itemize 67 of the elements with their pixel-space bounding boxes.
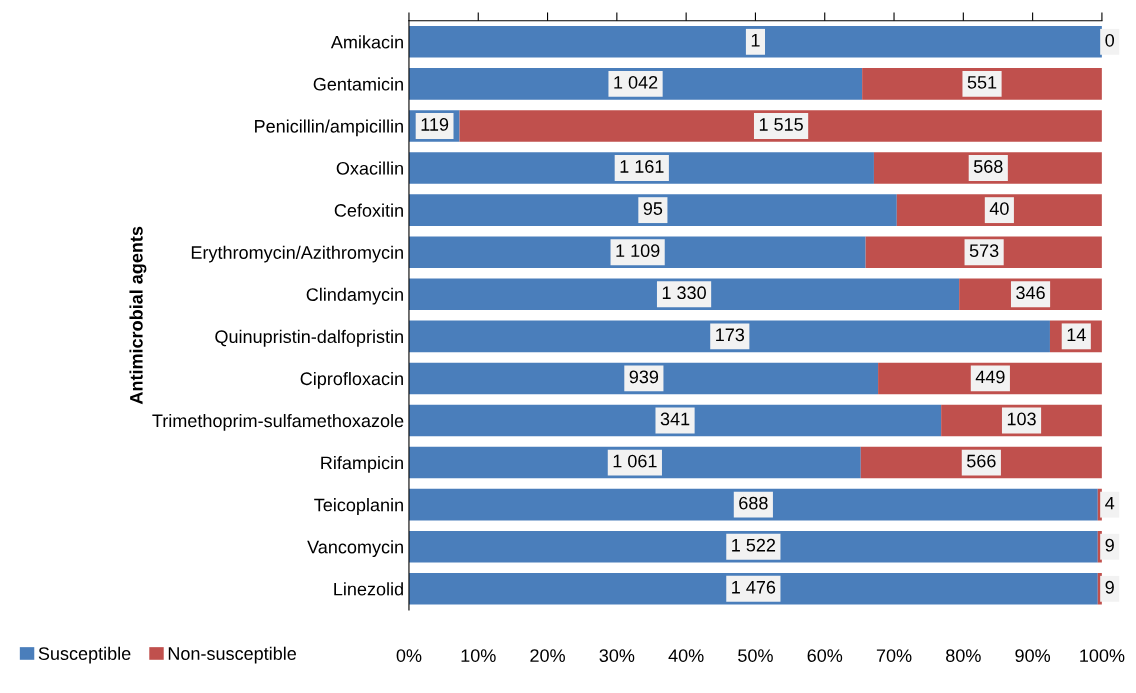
- x-tick-label: 10%: [461, 649, 496, 662]
- annotation: 1 515: [759, 118, 803, 131]
- y-tick-label: Amikacin: [330, 35, 403, 49]
- annotation: 551: [967, 76, 997, 89]
- annotation: 95: [643, 202, 663, 215]
- annotation: 1 061: [613, 454, 657, 468]
- y-tick-label: Trimethoprim-sulfamethoxazole: [152, 413, 404, 431]
- annotation: 40: [989, 202, 1009, 215]
- bar: [408, 404, 942, 437]
- bar: [408, 362, 879, 395]
- annotation: 1 330: [662, 286, 706, 300]
- y-tick-label: Quinupristin-dalfopristin: [215, 329, 403, 347]
- y-tick-label: Linezolid: [334, 582, 403, 596]
- annotation: 573: [969, 244, 999, 258]
- y-tick-label: Erythromycin/Azithromycin: [191, 245, 403, 263]
- annotation: 9: [1105, 580, 1114, 594]
- x-tick-label: 100%: [1080, 649, 1125, 662]
- annotation: 1 042: [614, 75, 658, 89]
- y-tick-label: Oxacillin: [336, 161, 403, 175]
- bar: [408, 320, 1050, 353]
- y-axis-title: Antimicrobial agents: [129, 226, 147, 405]
- legend-label: Non-susceptible: [168, 646, 296, 664]
- bar: [408, 236, 866, 268]
- annotation: 566: [967, 454, 996, 468]
- annotation: 0: [1105, 33, 1115, 47]
- bar: [408, 446, 861, 479]
- annotation: 103: [1007, 412, 1036, 426]
- annotation: 14: [1067, 328, 1086, 342]
- y-tick-label: Clindamycin: [306, 287, 403, 305]
- annotation: 4: [1105, 496, 1115, 510]
- bar: [408, 194, 897, 226]
- legend-label: Susceptible: [38, 646, 131, 664]
- annotation: 449: [975, 370, 1005, 384]
- bar: [459, 110, 1102, 142]
- annotation: 346: [1016, 286, 1045, 300]
- x-tick-label: 0%: [396, 649, 422, 662]
- x-tick-label: 80%: [946, 649, 981, 662]
- y-tick-label: Rifampicin: [321, 456, 403, 473]
- annotation: 688: [739, 496, 768, 510]
- y-tick-label: Penicillin/ampicillin: [255, 119, 403, 137]
- annotation: 1: [751, 34, 760, 47]
- annotation: 173: [716, 328, 745, 342]
- y-tick-label: Vancomycin: [307, 540, 403, 558]
- x-tick-label: 40%: [668, 649, 704, 662]
- bar: [896, 194, 1102, 226]
- annotation: 119: [421, 118, 449, 131]
- x-tick-label: 30%: [599, 649, 635, 662]
- y-tick-label: Cefoxitin: [334, 203, 403, 217]
- x-tick-label: 20%: [530, 649, 565, 662]
- annotation: 1 522: [732, 538, 776, 552]
- x-tick-label: 50%: [738, 649, 773, 662]
- annotation: 1 109: [616, 244, 660, 258]
- x-tick-label: 70%: [876, 649, 912, 662]
- y-tick-label: Ciprofloxacin: [300, 371, 403, 389]
- annotation: 568: [973, 160, 1003, 173]
- y-tick-label: Gentamicin: [313, 77, 403, 91]
- annotation: 341: [660, 412, 690, 426]
- x-tick-label: 90%: [1015, 649, 1051, 662]
- annotation: 939: [629, 370, 659, 384]
- annotation: 1 476: [732, 580, 776, 594]
- bar: [408, 152, 874, 184]
- bar: [408, 68, 863, 100]
- annotation: 1 161: [620, 160, 664, 173]
- x-tick-label: 60%: [807, 649, 843, 662]
- bar: [408, 278, 960, 311]
- y-tick-label: Teicoplanin: [314, 498, 403, 515]
- annotation: 9: [1105, 538, 1114, 552]
